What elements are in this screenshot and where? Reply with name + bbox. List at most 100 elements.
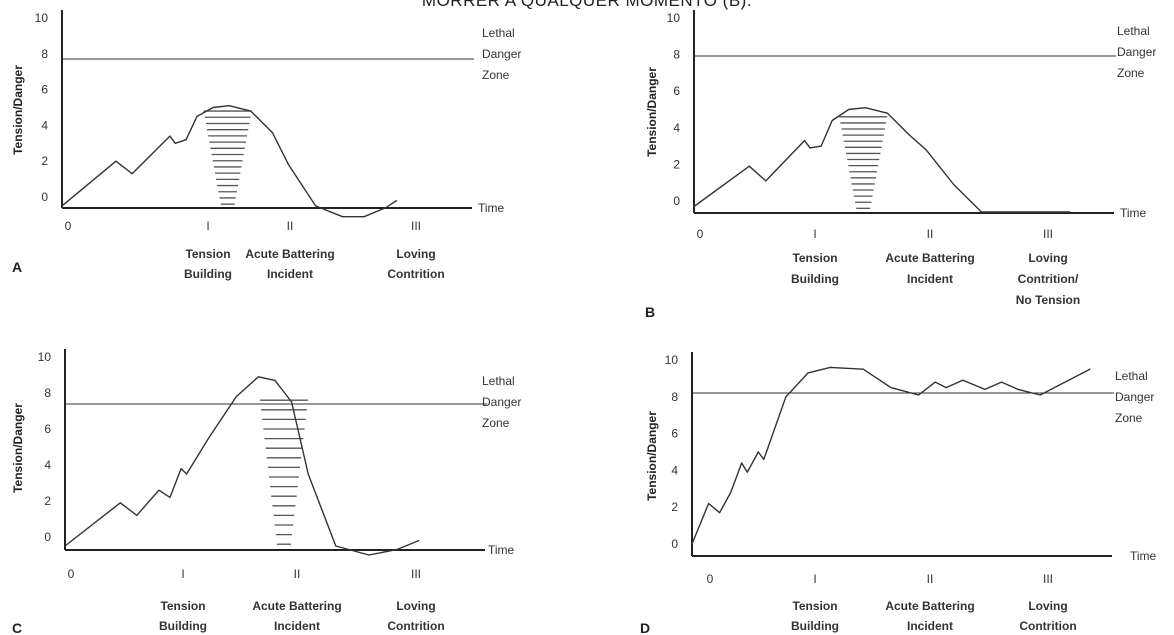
tension-danger-line <box>691 366 1091 545</box>
data-point <box>862 368 864 370</box>
data-point <box>730 491 732 494</box>
data-point <box>368 554 370 556</box>
data-point <box>212 106 214 109</box>
data-point <box>228 105 230 107</box>
data-point <box>363 216 365 218</box>
data-point <box>831 119 833 122</box>
y-tick-label: 10 <box>665 353 679 367</box>
data-point <box>250 110 252 112</box>
data-point <box>341 216 344 218</box>
phase-label: Loving <box>1028 599 1067 613</box>
data-point <box>1000 381 1003 383</box>
phase-label: Loving <box>1028 251 1067 265</box>
phase-label: Tension <box>792 251 837 265</box>
data-point <box>274 379 276 381</box>
y-tick-label: 0 <box>673 194 680 208</box>
phase-label: Loving <box>396 599 435 613</box>
zone-label: Zone <box>1117 66 1145 80</box>
x-tick-label: III <box>1043 572 1053 586</box>
phase-label: Contrition <box>387 619 444 633</box>
phase-label: Building <box>159 619 207 633</box>
data-point <box>136 514 138 517</box>
phase-label: Building <box>791 272 839 286</box>
phase-label: Tension <box>185 247 230 261</box>
data-point <box>257 376 259 378</box>
data-point <box>196 115 198 118</box>
zone-label: Lethal <box>1117 24 1150 38</box>
data-point <box>829 366 831 368</box>
data-point <box>288 164 290 166</box>
phase-label: Loving <box>396 247 435 261</box>
data-point <box>174 142 176 144</box>
zone-label: Danger <box>1117 45 1156 59</box>
data-point <box>820 145 822 147</box>
data-point <box>235 396 237 398</box>
data-point <box>169 496 171 498</box>
page-title: MORRER A QUALQUER MOMENTO (B). <box>421 0 753 10</box>
phase-label: Contrition/ <box>1018 272 1079 286</box>
data-point <box>962 379 964 381</box>
y-tick-label: 4 <box>671 463 678 477</box>
zone-label: Zone <box>1115 411 1143 425</box>
data-point <box>115 160 117 162</box>
y-axis-label: Tension/Danger <box>11 65 25 155</box>
x-tick-label: II <box>287 219 294 233</box>
data-point <box>208 437 210 439</box>
y-axis-label: Tension/Danger <box>11 403 25 493</box>
data-point <box>180 468 182 470</box>
data-point <box>693 205 695 208</box>
data-point <box>708 502 710 505</box>
phase-label: Tension <box>160 599 205 613</box>
y-tick-label: 2 <box>673 157 680 171</box>
x-tick-label: 0 <box>707 572 714 586</box>
data-point <box>64 545 66 547</box>
y-tick-label: 0 <box>671 537 678 551</box>
data-point <box>396 549 398 551</box>
data-point <box>848 108 850 111</box>
data-point <box>803 140 806 142</box>
data-point <box>785 396 787 398</box>
data-point <box>1039 394 1041 396</box>
x-axis-label: Time <box>488 543 515 557</box>
zone-label: Danger <box>482 395 521 409</box>
zone-label: Zone <box>482 416 510 430</box>
x-tick-label: III <box>411 219 421 233</box>
data-point <box>953 183 955 186</box>
data-point <box>908 134 911 136</box>
panel-letter: D <box>640 620 650 635</box>
phase-label: Acute Battering <box>885 251 974 265</box>
panel-letter: A <box>12 259 22 275</box>
data-point <box>691 543 693 545</box>
x-axis-label: Time <box>1130 549 1157 563</box>
y-tick-label: 4 <box>44 458 51 472</box>
phase-label: Acute Battering <box>885 599 974 613</box>
data-point <box>807 372 809 374</box>
phase-label: Contrition <box>387 267 444 281</box>
data-point <box>291 401 293 403</box>
y-tick-label: 2 <box>671 500 678 514</box>
data-point <box>748 165 750 167</box>
x-tick-label: II <box>294 567 301 581</box>
y-tick-label: 6 <box>671 427 678 441</box>
data-point <box>131 173 133 175</box>
panel-letter: C <box>12 620 22 635</box>
y-tick-label: 8 <box>44 386 51 400</box>
data-point <box>864 107 866 109</box>
x-tick-label: I <box>206 219 209 233</box>
zone-label: Lethal <box>482 26 515 40</box>
y-tick-label: 2 <box>44 494 51 508</box>
panel-letter: B <box>645 304 655 320</box>
data-point <box>945 387 947 389</box>
data-point <box>984 388 986 390</box>
data-point <box>1069 211 1071 213</box>
data-point <box>757 451 759 453</box>
x-tick-label: III <box>1043 227 1053 241</box>
data-point <box>765 180 767 182</box>
y-tick-label: 0 <box>44 530 51 544</box>
data-point <box>186 473 188 475</box>
x-tick-label: II <box>927 572 934 586</box>
